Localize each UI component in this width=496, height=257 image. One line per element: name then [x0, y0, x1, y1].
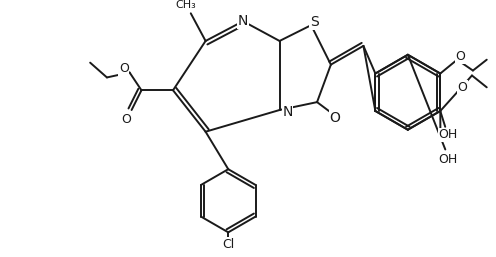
Text: O: O: [122, 113, 131, 126]
Text: O: O: [455, 50, 465, 63]
Text: O: O: [119, 62, 128, 75]
Text: N: N: [282, 105, 293, 119]
Text: Cl: Cl: [222, 238, 235, 251]
Text: N: N: [238, 14, 248, 28]
Text: OH: OH: [438, 153, 458, 166]
Text: CH₃: CH₃: [176, 1, 196, 11]
Text: OH: OH: [438, 128, 458, 141]
Text: O: O: [329, 111, 340, 125]
Text: O: O: [457, 81, 467, 94]
Text: S: S: [310, 15, 318, 29]
